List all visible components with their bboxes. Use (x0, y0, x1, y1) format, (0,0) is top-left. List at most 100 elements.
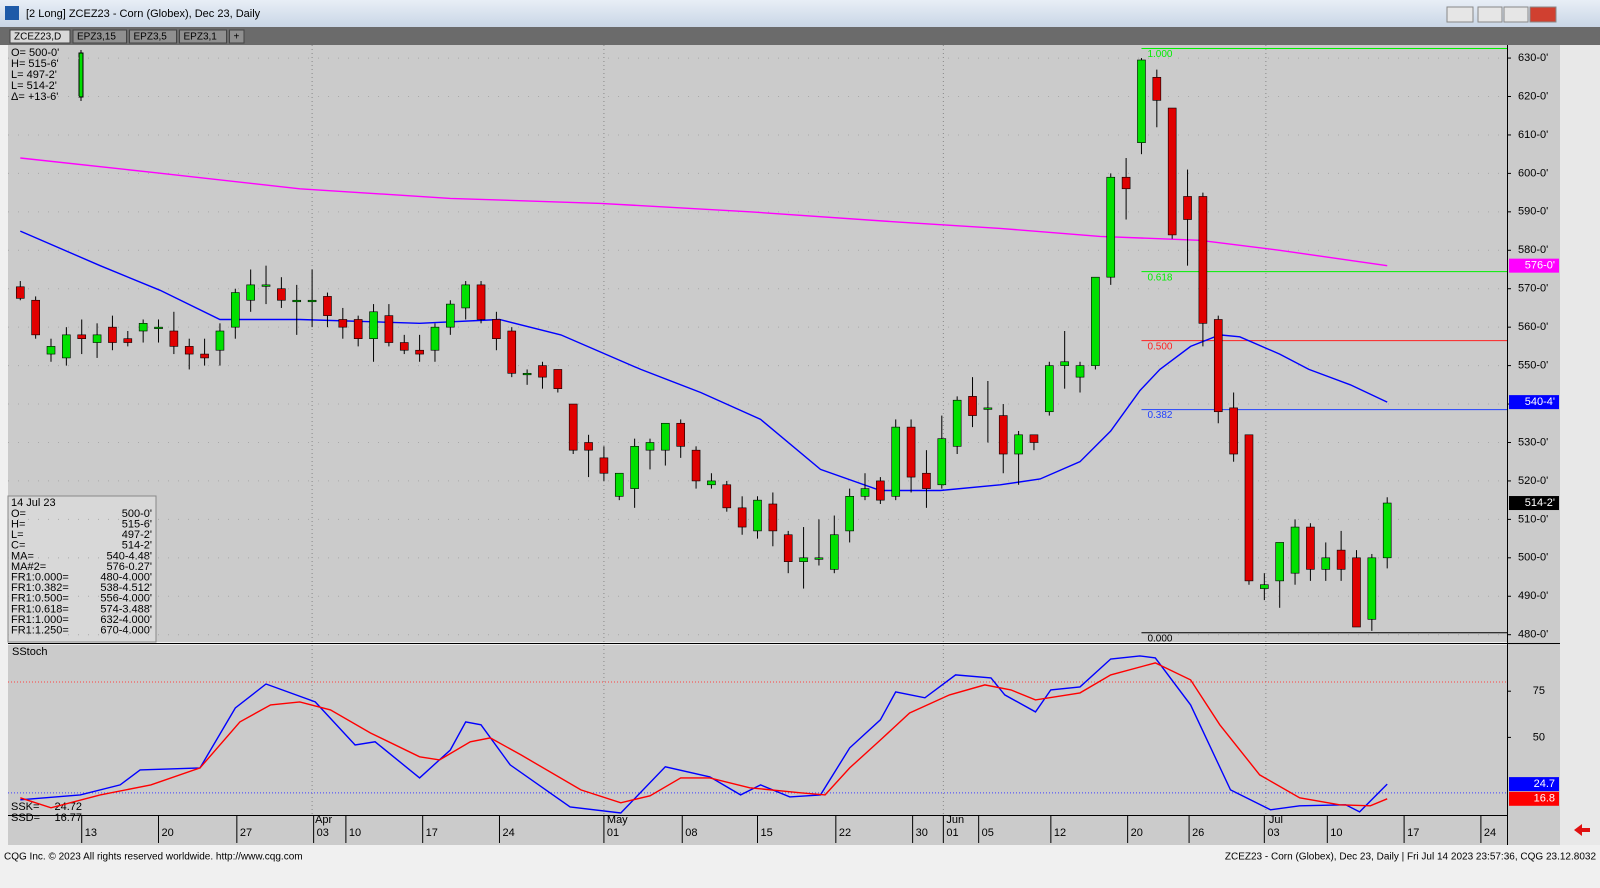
candle-body (1198, 196, 1208, 324)
close-button[interactable] (1529, 6, 1557, 23)
minimize-button[interactable] (1477, 6, 1503, 23)
candle-body (876, 480, 885, 501)
candle-body (1075, 365, 1085, 378)
candle-body (553, 369, 563, 389)
candle-body (1029, 434, 1039, 443)
candle-body (15, 286, 25, 299)
candle-body (261, 284, 271, 287)
candle-body (691, 449, 701, 482)
candle-body (446, 303, 455, 328)
candle-body (1321, 557, 1331, 570)
price-axis (1508, 45, 1560, 845)
app-icon (5, 6, 19, 20)
candle-body (231, 292, 240, 328)
candle-body (952, 399, 962, 447)
maximize-button[interactable] (1503, 6, 1529, 23)
candle-body (1229, 407, 1238, 455)
price-badge (1509, 395, 1559, 410)
y-tick-label: 620-0' (1518, 90, 1548, 102)
candle-body (307, 299, 317, 303)
candle-body (1060, 361, 1069, 366)
candle-body (154, 326, 163, 329)
candle-body (829, 534, 839, 570)
y-tick-label: 480-0' (1518, 629, 1548, 641)
candle-body (614, 472, 624, 497)
data-label: C= (11, 540, 25, 552)
scroll-arrow[interactable] (1574, 824, 1590, 836)
x-tick-label: 01 (607, 827, 619, 839)
data-label: MA= (11, 550, 34, 562)
stoch-line (20, 655, 1388, 814)
price-badge-label: 24.7 (1534, 778, 1555, 790)
fib-label: 0.500 (1147, 341, 1172, 352)
candle-body (676, 422, 686, 447)
legend-icon (78, 52, 84, 98)
x-tick-label: 22 (839, 827, 851, 839)
x-tick-label: 05 (982, 827, 994, 839)
month-label: Apr (315, 814, 332, 826)
price-badge-label: 514-2' (1525, 497, 1555, 509)
y-tick-label: 570-0' (1518, 283, 1548, 295)
tab-label[interactable]: EPZ3,1 (184, 32, 218, 43)
data-value: 540-4.48' (106, 550, 152, 562)
tab-label[interactable]: ZCEZ23,D (14, 32, 61, 43)
candle-body (584, 442, 593, 451)
fib-label: 1.000 (1147, 49, 1172, 60)
data-label: FR1:0.500= (11, 593, 69, 605)
x-tick-label: 26 (1192, 827, 1204, 839)
candle-body (384, 315, 394, 343)
tab-label[interactable]: EPZ3,5 (134, 32, 168, 43)
price-badge (1509, 791, 1559, 806)
stoch-legend-label: SSD= (11, 812, 40, 824)
link-button[interactable] (1446, 6, 1474, 23)
candle-body (814, 557, 824, 560)
price-badge (1509, 258, 1559, 273)
candle-body (1244, 434, 1254, 582)
tab-label[interactable]: + (234, 32, 240, 43)
tab[interactable] (9, 29, 71, 44)
candle-body (200, 353, 209, 359)
y-tick-label: 500-0' (1518, 552, 1548, 564)
candle-body (338, 319, 348, 328)
candle-body (169, 330, 179, 347)
stoch-legend-value: 16.77 (54, 812, 82, 824)
legend-row: H= 515-6' (11, 58, 59, 70)
candle-body (277, 288, 286, 301)
x-tick-label: 15 (761, 827, 773, 839)
x-tick-label: 03 (317, 827, 329, 839)
candle-body (77, 334, 87, 339)
candle-body (906, 426, 916, 478)
candle-body (323, 296, 332, 316)
candle-body (538, 365, 547, 378)
candle-body (783, 534, 793, 562)
data-label: FR1:0.382= (11, 582, 69, 594)
data-label: FR1:1.250= (11, 625, 69, 637)
data-label: O= (11, 508, 26, 520)
candle-body (768, 503, 778, 532)
candle-body (461, 284, 470, 309)
tab[interactable] (72, 29, 127, 44)
tab[interactable] (229, 29, 245, 44)
y-tick-label: 75 (1533, 685, 1545, 697)
price-badge (1509, 777, 1559, 792)
y-tick-label: 510-0' (1518, 513, 1548, 525)
candle-body (1290, 526, 1300, 574)
fib-label: 0.382 (1147, 410, 1172, 421)
tab-label[interactable]: EPZ3,15 (77, 32, 116, 43)
data-value: 670-4.000' (100, 625, 152, 637)
candle-body (968, 396, 977, 416)
stoch-legend-label: SSK= (11, 801, 39, 813)
y-tick-label: 590-0' (1518, 206, 1548, 218)
data-value: 515-6' (122, 519, 152, 531)
fib-label: 0.618 (1147, 272, 1172, 283)
x-tick-label: 10 (349, 827, 361, 839)
tab[interactable] (129, 29, 177, 44)
candle-body (1121, 176, 1131, 190)
candle-body (31, 299, 40, 336)
window-title: [2 Long] ZCEZ23 - Corn (Globex), Dec 23,… (26, 8, 261, 20)
y-tick-label: 530-0' (1518, 436, 1548, 448)
candle-body (415, 349, 424, 355)
tab[interactable] (179, 29, 227, 44)
data-value: 514-2' (122, 540, 152, 552)
